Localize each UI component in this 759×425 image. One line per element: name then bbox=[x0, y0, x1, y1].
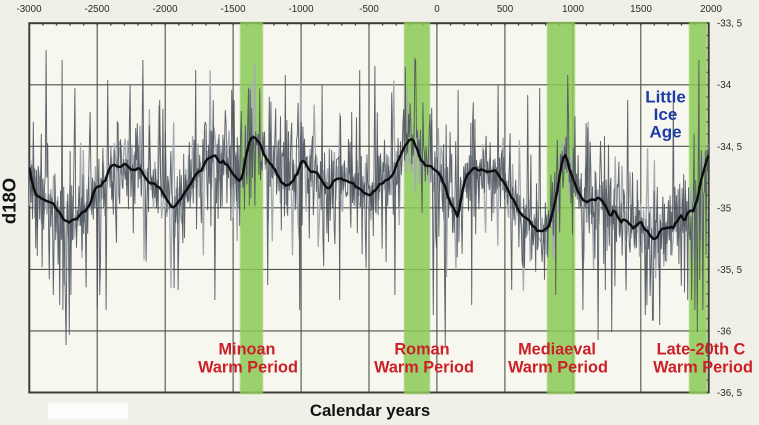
svg-text:0: 0 bbox=[434, 4, 440, 15]
svg-text:Calendar years: Calendar years bbox=[310, 401, 430, 420]
svg-text:500: 500 bbox=[497, 4, 514, 15]
svg-text:-36: -36 bbox=[717, 326, 732, 337]
svg-text:-2000: -2000 bbox=[152, 4, 178, 15]
svg-text:-500: -500 bbox=[359, 4, 379, 15]
svg-text:-33, 5: -33, 5 bbox=[717, 19, 743, 30]
svg-text:-34, 5: -34, 5 bbox=[717, 142, 743, 153]
svg-text:Ice: Ice bbox=[654, 105, 678, 124]
svg-text:-35: -35 bbox=[717, 203, 732, 214]
svg-text:Roman: Roman bbox=[394, 341, 449, 359]
svg-text:Warm Period: Warm Period bbox=[653, 359, 753, 377]
svg-text:1500: 1500 bbox=[630, 4, 652, 15]
svg-text:-1000: -1000 bbox=[288, 4, 314, 15]
svg-text:-35, 5: -35, 5 bbox=[717, 265, 743, 276]
svg-text:Minoan: Minoan bbox=[219, 341, 276, 359]
svg-text:Late-20th C: Late-20th C bbox=[657, 341, 746, 359]
svg-text:Warm Period: Warm Period bbox=[198, 359, 298, 377]
svg-text:Warm Period: Warm Period bbox=[374, 359, 474, 377]
svg-text:Little: Little bbox=[645, 88, 686, 107]
svg-text:d18O: d18O bbox=[0, 178, 20, 224]
svg-text:Age: Age bbox=[649, 123, 681, 142]
svg-text:-3000: -3000 bbox=[16, 4, 42, 15]
svg-text:Warm Period: Warm Period bbox=[508, 359, 608, 377]
svg-text:Mediaeval: Mediaeval bbox=[518, 341, 596, 359]
svg-text:1000: 1000 bbox=[562, 4, 584, 15]
svg-text:-36, 5: -36, 5 bbox=[717, 388, 743, 399]
svg-text:2000: 2000 bbox=[700, 4, 722, 15]
svg-text:-1500: -1500 bbox=[220, 4, 246, 15]
svg-text:-34: -34 bbox=[717, 80, 732, 91]
svg-text:-2500: -2500 bbox=[84, 4, 110, 15]
